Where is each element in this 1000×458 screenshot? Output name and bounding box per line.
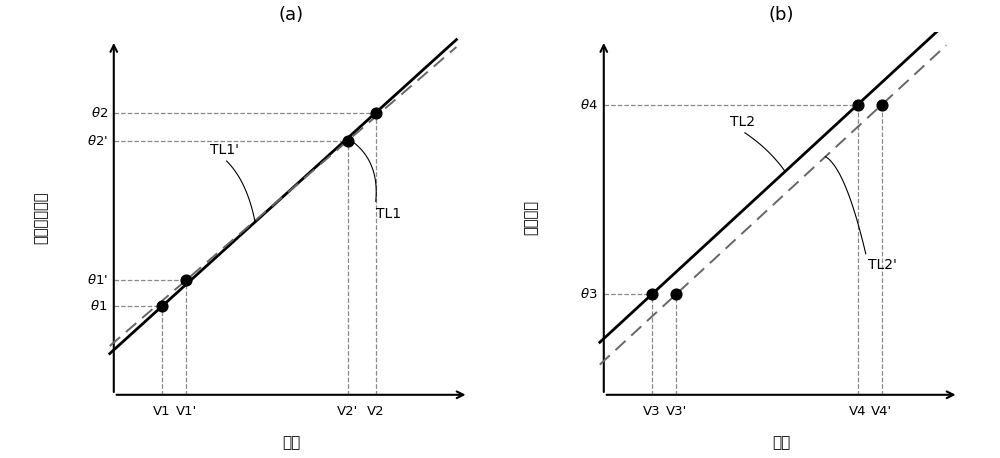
Point	[644, 290, 660, 298]
Point	[340, 137, 356, 145]
Text: $\theta$4: $\theta$4	[580, 98, 598, 112]
Text: TL2: TL2	[730, 115, 755, 129]
Text: (b): (b)	[768, 6, 794, 24]
Point	[668, 290, 684, 298]
Text: V3': V3'	[666, 405, 687, 418]
Text: TL2': TL2'	[868, 258, 897, 272]
Text: V1: V1	[153, 405, 171, 418]
Text: (a): (a)	[279, 6, 304, 24]
Text: $\theta$1': $\theta$1'	[87, 273, 108, 287]
Text: 电压: 电压	[282, 435, 300, 450]
Text: V2': V2'	[337, 405, 358, 418]
Text: V2: V2	[367, 405, 385, 418]
Text: V4: V4	[849, 405, 866, 418]
Text: $\theta$2: $\theta$2	[91, 106, 108, 120]
Text: V4': V4'	[871, 405, 892, 418]
Point	[154, 302, 170, 310]
Text: TL1: TL1	[376, 207, 401, 221]
Text: $\theta$1: $\theta$1	[90, 299, 108, 313]
Text: $\theta$3: $\theta$3	[580, 287, 598, 301]
Point	[368, 109, 384, 116]
Point	[178, 276, 194, 284]
Text: 电压: 电压	[772, 435, 790, 450]
Text: $\theta$2': $\theta$2'	[87, 134, 108, 148]
Text: 动肃角度: 动肃角度	[524, 200, 539, 235]
Text: 双肃曲柄角度: 双肃曲柄角度	[34, 191, 49, 244]
Point	[874, 101, 890, 108]
Text: V3: V3	[643, 405, 661, 418]
Text: V1': V1'	[176, 405, 197, 418]
Point	[850, 101, 866, 108]
Text: TL1': TL1'	[210, 143, 239, 157]
